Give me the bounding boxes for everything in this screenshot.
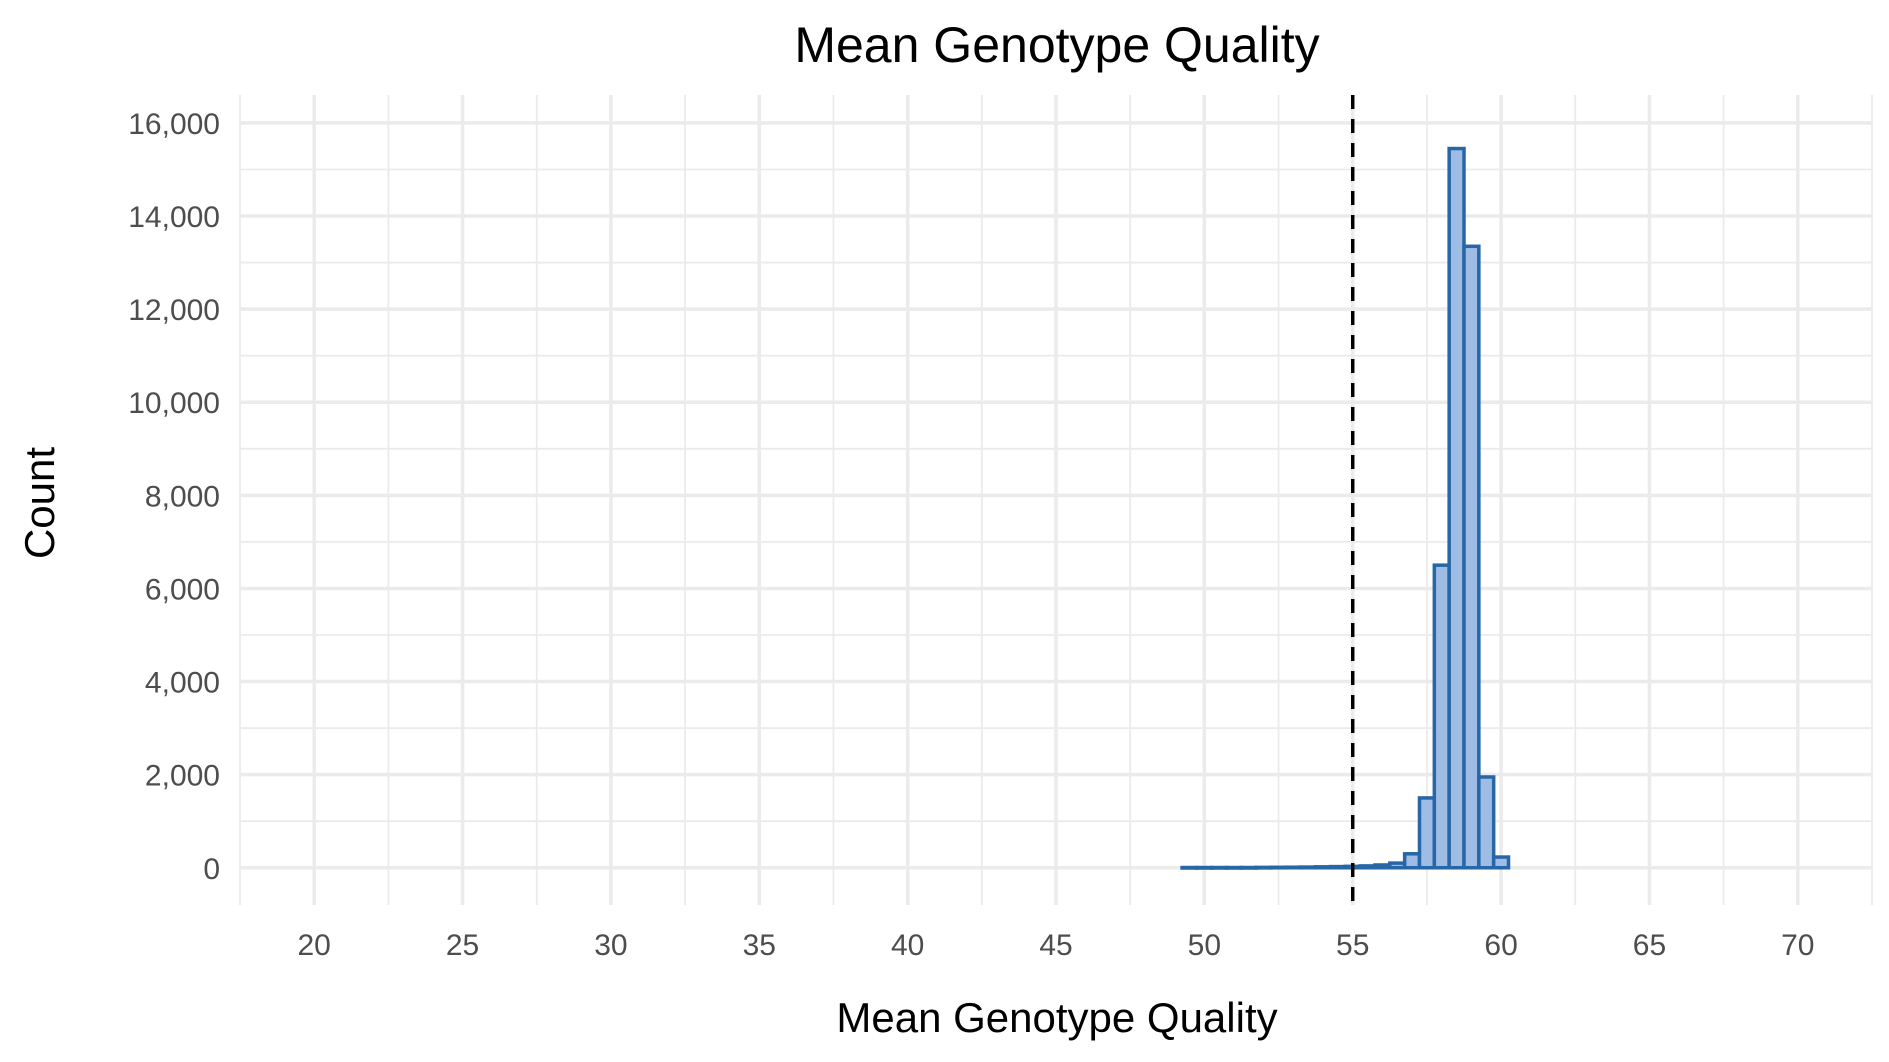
x-tick-label: 20 [297,929,330,962]
histogram-bars [1180,146,1511,870]
major-gridlines [240,95,1872,905]
y-tick-label: 0 [203,853,220,886]
x-tick-label: 55 [1336,929,1369,962]
histogram-bar [1254,865,1273,870]
chart-title: Mean Genotype Quality [794,17,1319,73]
y-axis-tick-labels: 0 2,000 4,000 6,000 8,000 10,000 12,000 14,000 1… [128,108,220,886]
histogram-bar [1210,865,1229,870]
histogram-bar [1373,863,1392,870]
y-tick-label: 16,000 [128,108,220,141]
histogram-bar [1358,864,1377,870]
x-axis-title: Mean Genotype Quality [836,994,1277,1041]
x-tick-label: 50 [1188,929,1221,962]
histogram-bar [1195,865,1214,870]
x-tick-label: 30 [594,929,627,962]
y-tick-label: 10,000 [128,387,220,420]
x-tick-label: 40 [891,929,924,962]
histogram-bar [1432,563,1451,870]
y-tick-label: 6,000 [145,573,220,606]
histogram-bar [1447,146,1466,870]
histogram-bar [1328,864,1348,870]
x-tick-label: 45 [1039,929,1072,962]
y-axis-title: Count [16,447,63,559]
y-tick-label: 2,000 [145,760,220,793]
x-axis-tick-labels: 20 25 30 35 40 45 50 55 60 65 70 [297,929,1814,962]
histogram-bar [1388,861,1407,870]
histogram-bar [1284,865,1303,870]
histogram-bar [1402,852,1422,870]
x-tick-label: 70 [1781,929,1814,962]
histogram-bar [1313,865,1333,870]
histogram-bar [1299,865,1318,870]
histogram-bar [1269,865,1288,870]
y-tick-label: 12,000 [128,294,220,327]
histogram-bar [1417,796,1437,870]
y-tick-label: 8,000 [145,480,220,513]
x-tick-label: 65 [1633,929,1666,962]
histogram-bar [1180,865,1199,870]
y-tick-label: 4,000 [145,667,220,700]
x-tick-label: 60 [1484,929,1517,962]
x-tick-label: 35 [743,929,776,962]
y-tick-label: 14,000 [128,201,220,234]
histogram-bar [1224,865,1244,870]
histogram-bar [1239,865,1259,870]
histogram-bar [1462,244,1481,870]
histogram-bar [1491,855,1511,870]
x-tick-label: 25 [446,929,479,962]
histogram-bar [1477,775,1496,870]
